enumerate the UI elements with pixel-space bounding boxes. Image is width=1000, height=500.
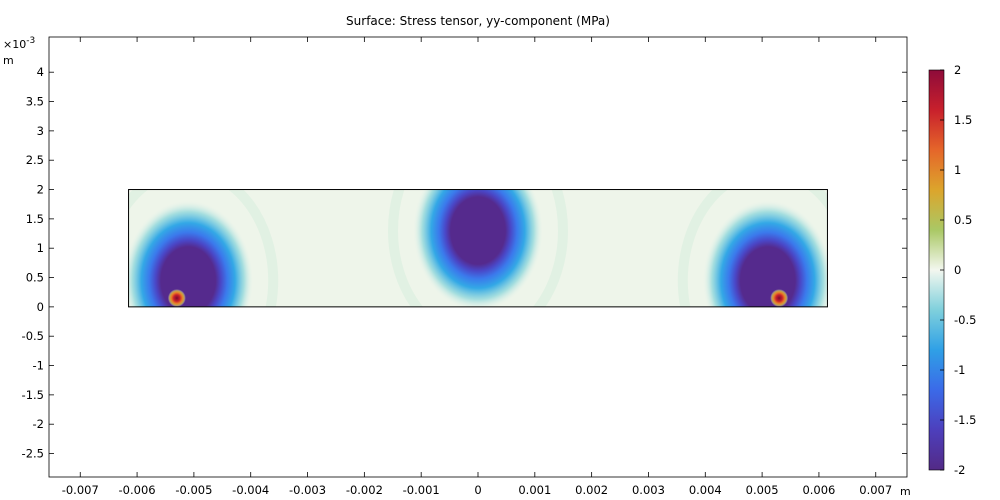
colorbar-tick-label: 1 — [954, 163, 961, 177]
colorbar-tick-label: -1.5 — [954, 413, 976, 427]
colorbar: 2 1.5 1 0.5 0 -0.5 -1 -1.5 -2 — [928, 63, 976, 477]
x-tick-label: 0.004 — [689, 483, 722, 497]
colorbar-tick-label: 1.5 — [954, 113, 972, 127]
y-tick-label: -2.5 — [22, 447, 44, 461]
y-exponent-power: -3 — [26, 36, 35, 46]
x-tick-label: -0.007 — [62, 483, 99, 497]
compression-lobe — [702, 200, 828, 307]
y-tick-label: -0.5 — [22, 329, 44, 343]
colorbar-ticks: 2 1.5 1 0.5 0 -0.5 -1 -1.5 -2 — [940, 63, 976, 477]
svg-text:×10-3: ×10-3 — [3, 36, 35, 51]
stress-halo — [677, 189, 828, 307]
domain-outline — [128, 189, 828, 308]
y-tick-label: -1 — [33, 359, 44, 373]
x-axis-unit: m — [900, 485, 911, 498]
plot-frame — [48, 36, 908, 478]
y-tick-label: 3.5 — [26, 95, 44, 109]
y-tick-label: 4 — [37, 65, 44, 79]
x-tick-label: 0 — [474, 483, 481, 497]
colorbar-tick-label: 2 — [954, 63, 961, 77]
compression-lobe — [413, 189, 543, 307]
x-tick-label: -0.001 — [403, 483, 440, 497]
y-exponent-base: ×10 — [3, 38, 26, 51]
y-tick-label: 1 — [37, 241, 44, 255]
x-tick-label: 0.006 — [802, 483, 835, 497]
x-tick-label: 0.002 — [575, 483, 608, 497]
x-tick-label: 0.003 — [632, 483, 665, 497]
x-tick-label: 0.007 — [859, 483, 892, 497]
y-tick-label: 2 — [37, 183, 44, 197]
colorbar-tick-label: -2 — [954, 463, 965, 477]
x-tick-label: -0.004 — [232, 483, 269, 497]
colorbar-tick-label: 0.5 — [954, 213, 972, 227]
stress-halo — [388, 189, 568, 307]
tension-spot — [770, 289, 789, 307]
tension-spot — [167, 289, 186, 307]
y-tick-label: 3 — [37, 124, 44, 138]
x-tick-label: 0.005 — [746, 483, 779, 497]
colorbar-tick-label: -1 — [954, 363, 965, 377]
stress-halo — [128, 189, 279, 307]
y-tick-label: 0 — [37, 300, 44, 314]
x-tick-label: -0.006 — [119, 483, 156, 497]
y-tick-label: -2 — [33, 417, 44, 431]
y-tick-label: -1.5 — [22, 388, 44, 402]
y-axis-exponent: ×10-3 — [3, 36, 35, 51]
x-tick-label: 0.001 — [518, 483, 551, 497]
chart-title: Surface: Stress tensor, yy-component (MP… — [346, 14, 610, 28]
y-axis: -2.5 -2 -1.5 -1 -0.5 0 0.5 1 1.5 2 2.5 3 3.5 4 — [22, 65, 907, 461]
colorbar-tick-label: 0 — [954, 263, 961, 277]
stress-field — [128, 189, 828, 307]
x-axis: -0.007 -0.006 -0.005 -0.004 -0.003 -0.002 -0.0… — [62, 37, 892, 497]
colorbar-tick-label: -0.5 — [954, 313, 976, 327]
x-tick-label: -0.002 — [346, 483, 383, 497]
y-tick-label: 1.5 — [26, 212, 44, 226]
stress-surface — [128, 189, 828, 308]
x-tick-label: -0.005 — [175, 483, 212, 497]
y-tick-label: 2.5 — [26, 153, 44, 167]
x-tick-label: -0.003 — [289, 483, 326, 497]
y-tick-label: 0.5 — [26, 271, 44, 285]
compression-lobe — [128, 200, 254, 307]
y-axis-unit: m — [3, 54, 14, 67]
